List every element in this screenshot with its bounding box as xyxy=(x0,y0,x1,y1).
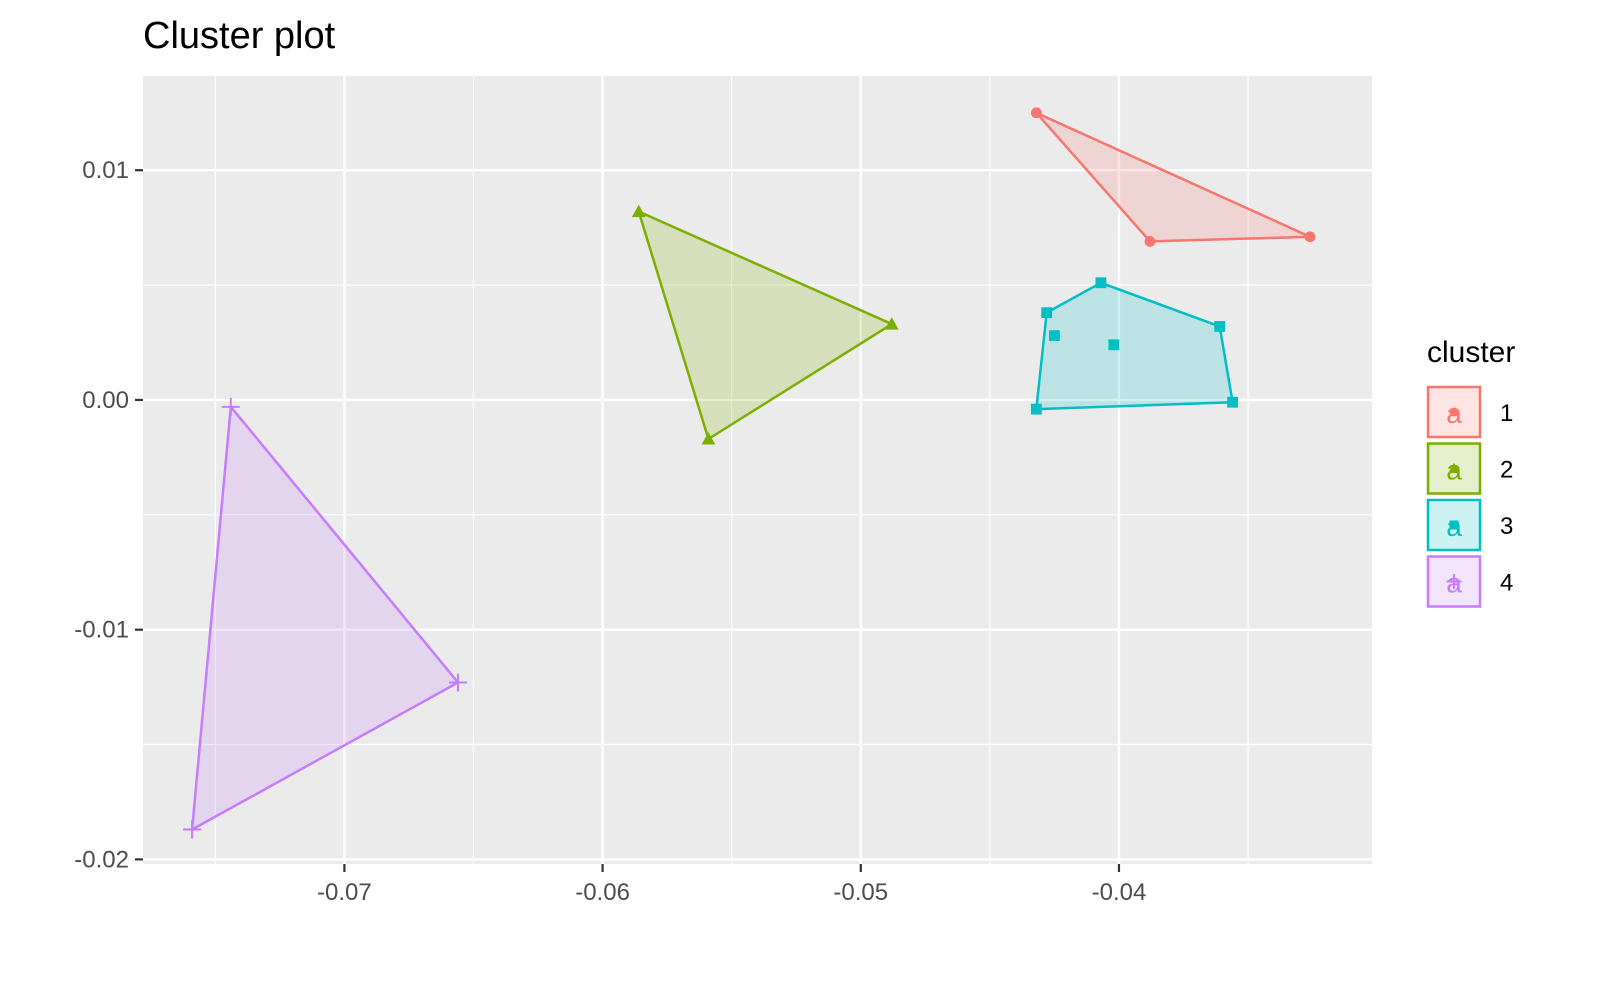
y-tick-label: 0.00 xyxy=(82,387,129,414)
x-tick-label: -0.07 xyxy=(317,879,372,906)
legend-key-marker-1 xyxy=(1449,407,1459,417)
plot-panel xyxy=(143,76,1372,864)
x-tick-label: -0.04 xyxy=(1092,879,1147,906)
cluster-hull-1 xyxy=(1035,111,1312,243)
cluster-hull-3 xyxy=(1035,281,1234,411)
point-cluster-1 xyxy=(1144,236,1156,247)
point-cluster-2 xyxy=(701,432,716,445)
legend-key-marker-2 xyxy=(1448,462,1460,474)
legend-label-3: 3 xyxy=(1500,513,1513,540)
grid-lines xyxy=(143,76,1372,864)
point-cluster-3 xyxy=(1108,339,1120,351)
chart-title: Cluster plot xyxy=(143,15,336,57)
legend-key-1 xyxy=(1426,385,1482,439)
legend-label-1: 1 xyxy=(1500,400,1513,427)
legend-key-marker-4 xyxy=(1446,574,1462,589)
cluster-hull-2 xyxy=(637,210,894,441)
cluster-hulls xyxy=(190,111,1312,831)
point-cluster-1 xyxy=(1304,231,1316,243)
x-tick-label: -0.06 xyxy=(575,879,630,906)
data-points xyxy=(183,107,1316,839)
point-cluster-3 xyxy=(1095,277,1107,289)
point-cluster-4 xyxy=(183,820,202,839)
legend-title: cluster xyxy=(1427,336,1515,369)
cluster-hull-4 xyxy=(190,405,460,831)
y-tick-label: -0.01 xyxy=(74,617,129,644)
legend-label-2: 2 xyxy=(1500,457,1513,484)
point-cluster-2 xyxy=(884,317,899,330)
legend: cluster a1a2a3a4 xyxy=(1426,336,1515,608)
point-cluster-1 xyxy=(1030,107,1042,119)
point-cluster-3 xyxy=(1049,330,1060,342)
legend-label-4: 4 xyxy=(1500,570,1513,597)
point-cluster-3 xyxy=(1041,307,1053,319)
y-tick-label: 0.01 xyxy=(82,157,129,184)
point-cluster-4 xyxy=(221,397,240,416)
point-cluster-3 xyxy=(1227,396,1238,408)
y-tick-label: -0.02 xyxy=(74,846,129,873)
legend-key-marker-3 xyxy=(1449,520,1459,530)
point-cluster-3 xyxy=(1214,321,1226,332)
point-cluster-3 xyxy=(1030,403,1042,415)
axes: -0.07 -0.06 -0.05 -0.04 -0.02 -0.01 0.00 0.01 xyxy=(74,157,1146,906)
point-cluster-2 xyxy=(631,204,646,218)
point-cluster-4 xyxy=(448,673,467,692)
x-tick-label: -0.05 xyxy=(833,879,888,906)
